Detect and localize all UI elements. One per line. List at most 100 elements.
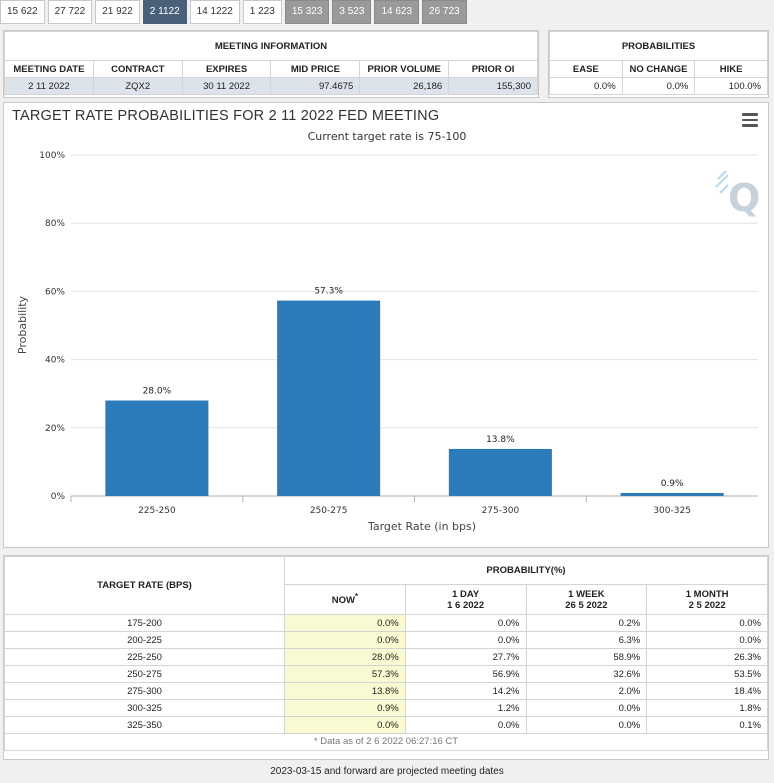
hike-header: HIKE bbox=[694, 60, 768, 78]
probability-table: TARGET RATE (BPS) PROBABILITY(%) NOW* 1 D… bbox=[4, 556, 768, 751]
probability-cell: 0.0% bbox=[404, 614, 527, 632]
meeting-info-panel: MEETING INFORMATION MEETING DATE CONTRAC… bbox=[3, 30, 539, 98]
probability-cell: 1.2% bbox=[404, 699, 527, 717]
column-date: 1 6 2022 bbox=[447, 599, 485, 611]
prior-volume-header: PRIOR VOLUME bbox=[359, 60, 450, 78]
probability-cell: 0.2% bbox=[525, 614, 648, 632]
target-rate-header: TARGET RATE (BPS) bbox=[4, 556, 285, 615]
meeting-tab[interactable]: 26 723 bbox=[422, 0, 467, 24]
x-tick-label: 250-275 bbox=[310, 506, 348, 516]
meeting-info-caption: MEETING INFORMATION bbox=[4, 31, 538, 61]
bar-data-label: 13.8% bbox=[486, 435, 515, 445]
probability-cell: 0.0% bbox=[284, 716, 406, 734]
probability-bar-chart: 0% 20% 40% 60% 80% 100% 28.0% 57.3% 13.8% 0.9% 2… bbox=[16, 151, 760, 533]
probability-cell: 0.0% bbox=[404, 716, 527, 734]
meeting-tab[interactable]: 3 523 bbox=[332, 0, 372, 24]
target-rate-cell: 275-300 bbox=[4, 682, 285, 700]
no-change-value: 0.0% bbox=[621, 77, 696, 95]
meeting-tab[interactable]: 14 1222 bbox=[189, 0, 240, 24]
probability-cell: 0.0% bbox=[284, 614, 406, 632]
table-row: 250-275 57.3% 56.9% 32.6% 53.5% bbox=[4, 665, 768, 683]
y-axis-title: Probability bbox=[16, 295, 29, 354]
probability-cell: 26.3% bbox=[646, 648, 768, 666]
probabilities-panel: PROBABILITIES EASE NO CHANGE HIKE 0.0% 0… bbox=[548, 30, 769, 98]
probability-cell: 0.0% bbox=[284, 631, 406, 649]
meeting-tab[interactable]: 1 223 bbox=[242, 0, 282, 24]
meeting-tab[interactable]: 15 622 bbox=[0, 0, 45, 24]
contract-value: ZQX2 bbox=[92, 77, 183, 95]
probability-cell: 57.3% bbox=[284, 665, 406, 683]
chart-subtitle: Current target rate is 75-100 bbox=[307, 130, 467, 143]
y-tick-label: 80% bbox=[45, 219, 65, 229]
bar-250-275[interactable] bbox=[277, 300, 381, 496]
svg-text:Q: Q bbox=[728, 176, 760, 220]
x-tick-label: 225-250 bbox=[138, 506, 176, 516]
y-axis-ticks: 0% 20% 40% 60% 80% 100% bbox=[39, 151, 65, 502]
column-title: NOW bbox=[331, 595, 355, 607]
probabilities-caption: PROBABILITIES bbox=[549, 31, 768, 61]
bar-data-label: 28.0% bbox=[143, 387, 172, 397]
hike-value: 100.0% bbox=[694, 77, 768, 95]
probabilities-table: PROBABILITIES EASE NO CHANGE HIKE 0.0% 0… bbox=[549, 31, 768, 95]
probability-cell: 0.1% bbox=[646, 716, 768, 734]
meeting-tab[interactable]: 27 722 bbox=[47, 0, 93, 24]
ease-value: 0.0% bbox=[549, 77, 623, 95]
probability-cell: 6.3% bbox=[525, 631, 648, 649]
contract-header: CONTRACT bbox=[92, 60, 183, 78]
column-title: 1 DAY bbox=[452, 588, 480, 600]
probability-cell: 0.0% bbox=[646, 614, 768, 632]
table-row: 300-325 0.9% 1.2% 0.0% 1.8% bbox=[4, 699, 768, 717]
meeting-date-value: 2 11 2022 bbox=[4, 77, 94, 95]
probability-column-header: NOW* bbox=[284, 584, 406, 615]
column-title: 1 MONTH bbox=[685, 588, 729, 600]
table-row: 200-225 0.0% 0.0% 6.3% 0.0% bbox=[4, 631, 768, 649]
probability-cell: 0.9% bbox=[284, 699, 406, 717]
bar-300-325[interactable] bbox=[620, 492, 724, 496]
probability-rows: 175-200 0.0% 0.0% 0.2% 0.0% 200-225 0.0% 0.0% 6.… bbox=[4, 614, 768, 734]
meeting-tab[interactable]: 21 922 bbox=[95, 0, 140, 24]
chart-menu-icon[interactable] bbox=[742, 113, 758, 127]
expires-header: EXPIRES bbox=[181, 60, 272, 78]
bar-225-250[interactable] bbox=[105, 400, 209, 496]
probability-cell: 58.9% bbox=[525, 648, 648, 666]
x-tick-label: 275-300 bbox=[482, 506, 520, 516]
probability-column-header: 1 MONTH 2 5 2022 bbox=[646, 584, 768, 615]
probability-column-header: 1 DAY 1 6 2022 bbox=[404, 584, 527, 615]
expires-value: 30 11 2022 bbox=[181, 77, 272, 95]
target-rate-cell: 200-225 bbox=[4, 631, 285, 649]
x-axis-title: Target Rate (in bps) bbox=[367, 520, 476, 533]
y-tick-label: 60% bbox=[45, 287, 65, 297]
chart-bars: 28.0% 57.3% 13.8% 0.9% bbox=[105, 287, 724, 496]
meeting-tab[interactable]: 15 323 bbox=[284, 0, 330, 24]
prior-oi-header: PRIOR OI bbox=[448, 60, 538, 78]
probability-cell: 28.0% bbox=[284, 648, 406, 666]
probability-cell: 53.5% bbox=[646, 665, 768, 683]
x-axis-ticks: 225-250 250-275 275-300 300-325 bbox=[70, 496, 691, 516]
mid-price-header: MID PRICE bbox=[270, 60, 361, 78]
table-row: 225-250 28.0% 27.7% 58.9% 26.3% bbox=[4, 648, 768, 666]
meeting-tab[interactable]: 14 623 bbox=[374, 0, 420, 24]
target-rate-cell: 325-350 bbox=[4, 716, 285, 734]
y-tick-label: 40% bbox=[45, 356, 65, 366]
probability-cell: 32.6% bbox=[525, 665, 648, 683]
target-rate-cell: 250-275 bbox=[4, 665, 285, 683]
chart-title: TARGET RATE PROBABILITIES FOR 2 11 2022 … bbox=[12, 108, 440, 124]
probability-cell: 0.0% bbox=[525, 699, 648, 717]
table-row: 275-300 13.8% 14.2% 2.0% 18.4% bbox=[4, 682, 768, 700]
y-tick-label: 100% bbox=[39, 151, 65, 161]
bar-data-label: 57.3% bbox=[314, 287, 343, 297]
probability-cell: 13.8% bbox=[284, 682, 406, 700]
target-rate-cell: 300-325 bbox=[4, 699, 285, 717]
probability-table-panel: TARGET RATE (BPS) PROBABILITY(%) NOW* 1 D… bbox=[3, 555, 769, 760]
column-date: 2 5 2022 bbox=[688, 599, 726, 611]
probability-cell: 1.8% bbox=[646, 699, 768, 717]
probability-cell: 18.4% bbox=[646, 682, 768, 700]
target-rate-cell: 175-200 bbox=[4, 614, 285, 632]
y-tick-label: 20% bbox=[45, 424, 65, 434]
projected-dates-note: 2023-03-15 and forward are projected mee… bbox=[270, 766, 504, 777]
meeting-tab[interactable]: 2 1122 bbox=[142, 0, 187, 24]
meeting-info-table: MEETING INFORMATION MEETING DATE CONTRAC… bbox=[4, 31, 538, 95]
probability-header: PROBABILITY(%) bbox=[284, 556, 768, 585]
bar-275-300[interactable] bbox=[448, 448, 552, 496]
q-watermark-icon: Q bbox=[715, 170, 760, 220]
